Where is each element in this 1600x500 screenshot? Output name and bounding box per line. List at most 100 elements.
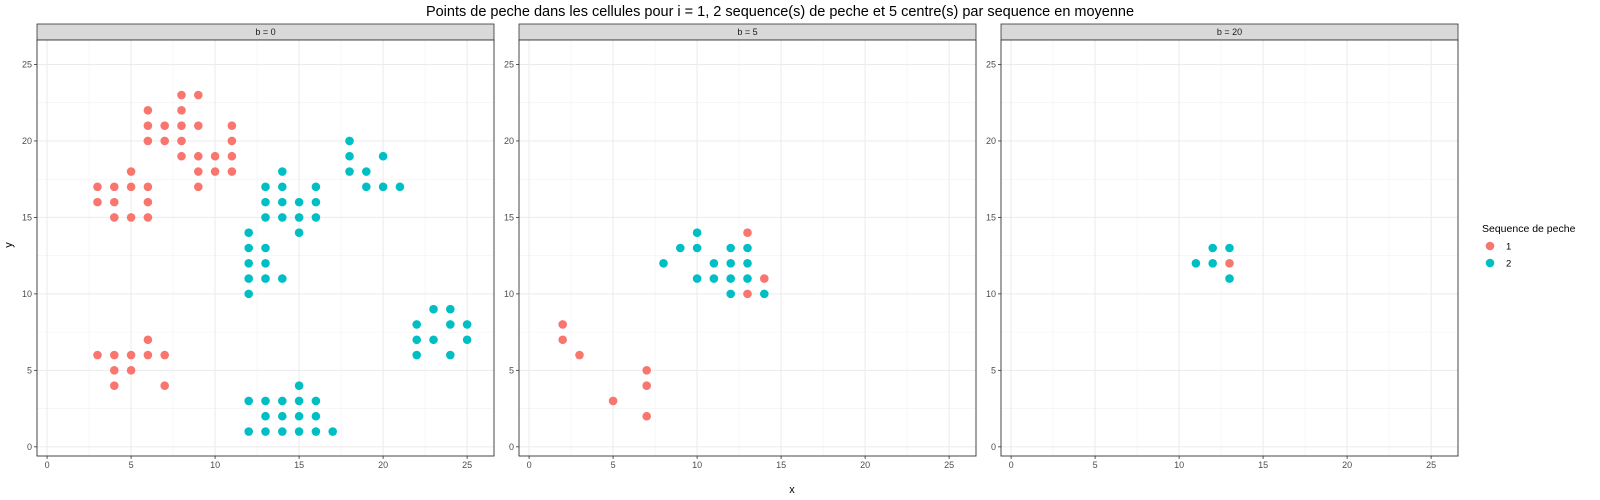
data-point-series-2 <box>311 427 321 436</box>
data-point-series-2 <box>429 304 438 314</box>
data-point-series-1 <box>177 136 186 146</box>
y-axis-title: y <box>3 242 15 248</box>
data-point-series-2 <box>294 228 304 238</box>
data-point-series-2 <box>659 258 668 268</box>
y-tick-label: 0 <box>27 442 32 452</box>
data-point-series-1 <box>143 136 153 146</box>
data-point-series-1 <box>177 90 186 100</box>
data-point-series-2 <box>692 274 702 283</box>
data-point-series-2 <box>362 167 371 176</box>
facet-strip-label: b = 0 <box>255 27 275 37</box>
legend-title: Sequence de peche <box>1482 223 1576 235</box>
data-point-series-1 <box>126 167 136 176</box>
x-tick-label: 10 <box>210 460 220 470</box>
x-tick-label: 15 <box>1258 460 1268 470</box>
data-point-series-2 <box>311 411 321 421</box>
data-point-series-1 <box>109 213 119 222</box>
data-point-series-2 <box>244 258 253 268</box>
data-point-series-2 <box>760 289 769 299</box>
data-point-series-1 <box>193 90 203 100</box>
data-point-series-2 <box>294 427 304 436</box>
data-point-series-2 <box>412 320 422 329</box>
y-tick-label: 20 <box>22 136 32 146</box>
x-tick-label: 25 <box>1426 460 1436 470</box>
facet-panel: b = 20 0 5 10 15 20 25 0 5 10 15 20 25 <box>986 23 1459 470</box>
y-tick-label: 10 <box>504 289 514 299</box>
facet-panel: b = 5 0 5 10 15 20 25 0 5 10 15 20 25 <box>504 23 977 470</box>
y-tick-label: 5 <box>509 365 514 375</box>
data-point-series-1 <box>177 106 186 115</box>
data-point-series-2 <box>345 136 354 146</box>
data-point-series-2 <box>278 274 287 283</box>
x-tick-label: 20 <box>860 460 870 470</box>
x-tick-label: 0 <box>45 460 50 470</box>
x-tick-label: 15 <box>294 460 304 470</box>
data-point-series-2 <box>743 274 752 283</box>
data-point-series-2 <box>743 258 752 268</box>
data-point-series-1 <box>193 167 203 176</box>
data-point-series-2 <box>675 243 685 253</box>
data-point-series-1 <box>143 350 153 360</box>
data-point-series-2 <box>261 197 270 207</box>
x-tick-label: 0 <box>527 460 532 470</box>
legend-label-2: 2 <box>1506 259 1511 270</box>
x-tick-label: 10 <box>1174 460 1184 470</box>
data-point-series-1 <box>642 381 651 390</box>
data-point-series-2 <box>244 228 253 238</box>
data-point-series-1 <box>177 121 186 130</box>
data-point-series-2 <box>345 167 354 176</box>
data-point-series-2 <box>692 228 702 238</box>
data-point-series-2 <box>261 427 270 436</box>
data-point-series-1 <box>227 136 237 146</box>
data-point-series-2 <box>244 274 253 283</box>
data-point-series-2 <box>709 258 719 268</box>
data-point-series-2 <box>1208 258 1217 268</box>
data-point-series-2 <box>446 304 455 314</box>
data-point-series-2 <box>278 213 287 222</box>
data-point-series-1 <box>109 197 119 207</box>
x-tick-label: 5 <box>1093 460 1098 470</box>
data-point-series-1 <box>160 121 169 130</box>
data-point-series-2 <box>412 335 422 345</box>
panel-border <box>36 39 495 457</box>
y-tick-label: 5 <box>27 365 32 375</box>
y-tick-label: 20 <box>504 136 514 146</box>
data-point-series-2 <box>278 197 287 207</box>
data-point-series-1 <box>93 350 102 360</box>
y-tick-label: 10 <box>22 289 32 299</box>
facet-panel: b = 0 0 5 10 15 20 25 0 5 10 15 20 25 <box>22 23 495 470</box>
data-point-series-2 <box>362 182 371 192</box>
facet-strip-label: b = 5 <box>737 27 757 37</box>
data-point-series-1 <box>227 167 237 176</box>
data-point-series-2 <box>328 427 338 436</box>
y-tick-label: 0 <box>991 442 996 452</box>
data-point-series-2 <box>311 396 321 406</box>
legend-key-2 <box>1485 258 1495 268</box>
data-point-series-2 <box>743 243 752 253</box>
data-point-series-1 <box>126 366 136 375</box>
data-point-series-2 <box>462 335 472 345</box>
data-point-series-2 <box>244 243 253 253</box>
data-point-series-2 <box>378 151 388 161</box>
data-point-series-1 <box>143 106 153 115</box>
y-tick-label: 20 <box>986 136 996 146</box>
data-point-series-2 <box>261 243 270 253</box>
data-point-series-2 <box>462 320 472 329</box>
data-point-series-1 <box>210 167 220 176</box>
x-tick-label: 20 <box>378 460 388 470</box>
legend-key-1 <box>1485 241 1495 251</box>
data-point-series-2 <box>395 182 405 192</box>
y-tick-label: 25 <box>986 59 996 69</box>
x-axis-title: x <box>789 484 795 496</box>
data-point-series-2 <box>709 274 719 283</box>
data-point-series-2 <box>294 197 304 207</box>
data-point-series-1 <box>160 350 169 360</box>
data-point-series-1 <box>109 182 119 192</box>
facet-strip-label: b = 20 <box>1217 27 1242 37</box>
data-point-series-1 <box>608 396 618 406</box>
data-point-series-2 <box>294 213 304 222</box>
data-point-series-2 <box>244 289 253 299</box>
data-point-series-1 <box>642 366 651 375</box>
y-tick-label: 5 <box>991 365 996 375</box>
